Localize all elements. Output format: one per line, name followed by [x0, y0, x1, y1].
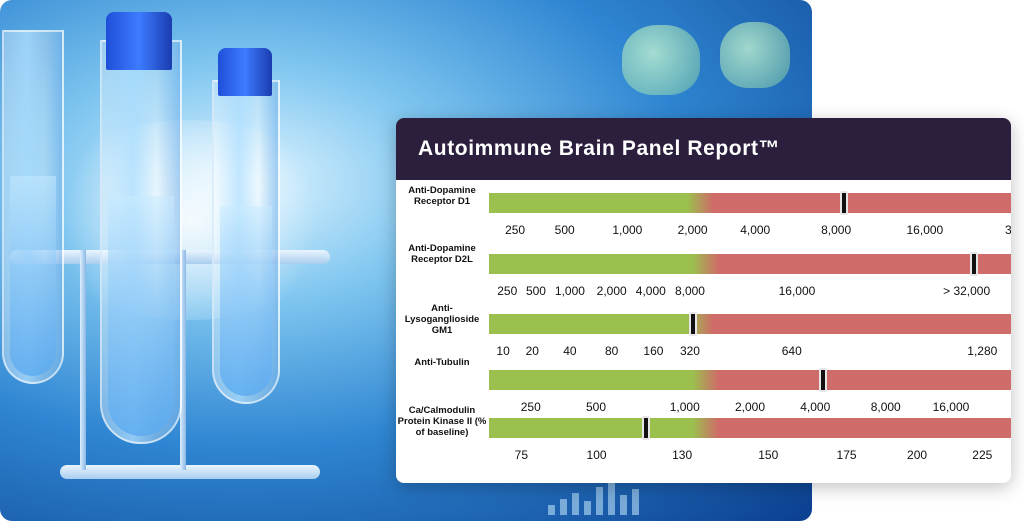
brain-icon [622, 25, 700, 95]
tick-label: 16,000 [906, 223, 944, 237]
tick-label: 640 [781, 344, 802, 358]
tick-label: 16,000 [932, 400, 970, 414]
range-bar [489, 370, 1011, 390]
range-bar [489, 314, 1011, 334]
tick-label: 2,000 [596, 284, 627, 298]
tick-label: 20 [525, 344, 539, 358]
tick-label: 4,000 [800, 400, 831, 414]
light-glow [40, 120, 340, 320]
tube-rack [60, 465, 320, 479]
tick-label: 500 [585, 400, 607, 414]
panel-row: Anti-Lysoganglioside GM1 10 20 40 80 160 320 64… [396, 118, 1011, 358]
tick-label: > 32,000 [943, 284, 991, 298]
tick-label: 1,000 [669, 400, 700, 414]
row-label: Anti-Tubulin [414, 357, 470, 368]
tick-label: 500 [525, 284, 546, 298]
row-label: Anti-Dopamine Receptor D1 [408, 185, 476, 207]
tick-label: 10 [496, 344, 510, 358]
panel-row: Anti-Dopamine Receptor D1 250 500 1,000 2,00… [396, 118, 1011, 237]
row-label: Ca/Calmodulin Protein Kinase II (% of ba… [397, 405, 487, 438]
tick-label: 250 [505, 223, 526, 237]
result-marker [688, 312, 697, 336]
tick-labels: 250 500 1,000 2,000 4,000 8,000 16,000 > 32,000 [489, 284, 1011, 300]
tick-labels: 75 100 130 150 175 200 225 [489, 448, 1011, 464]
tick-label: 130 [672, 448, 693, 462]
rack-rod [180, 250, 186, 470]
tick-label: 500 [554, 223, 575, 237]
tick-label: 200 [907, 448, 928, 462]
tick-label: 1,000 [554, 284, 585, 298]
panel-row: Anti-Tubulin 250 500 1,000 2,000 4,000 8,000 16… [396, 118, 1011, 414]
tick-label: 8,000 [870, 400, 901, 414]
tick-label: 40 [563, 344, 577, 358]
tick-label: 225 [972, 448, 993, 462]
panel-row: Anti-Dopamine Receptor D2L 250 500 1,000 2,0… [396, 118, 1011, 298]
range-bar [489, 254, 1011, 274]
test-tube-center [100, 40, 182, 444]
tick-label: 2,000 [677, 223, 708, 237]
range-bar [489, 418, 1011, 438]
tick-label: 8,000 [674, 284, 705, 298]
tick-label: 2,000 [734, 400, 766, 414]
result-marker [839, 191, 848, 215]
tube-cap [106, 12, 172, 70]
result-marker [641, 416, 650, 440]
tick-label: 250 [497, 284, 518, 298]
tick-label: 16,000 [778, 284, 816, 298]
tick-label: 75 [514, 448, 529, 462]
report-card: Autoimmune Brain Panel Report™ Anti-Dopa… [396, 118, 1011, 483]
decorative-bars [548, 481, 639, 515]
tick-label: 80 [604, 344, 619, 358]
tick-label: 3 [1005, 223, 1011, 237]
test-tube-right [212, 80, 280, 404]
tick-label: 150 [758, 448, 779, 462]
row-label: Anti-Lysoganglioside GM1 [404, 303, 480, 336]
tick-labels: 10 20 40 80 160 320 640 1,280 [489, 344, 1011, 360]
result-marker [970, 252, 979, 276]
tick-label: 250 [520, 400, 541, 414]
tick-labels: 250 500 1,000 2,000 4,000 8,000 16,000 [489, 400, 1011, 416]
range-bar [489, 193, 1011, 213]
tube-cap [218, 48, 272, 96]
tick-label: 4,000 [740, 223, 771, 237]
tick-label: 160 [643, 344, 664, 358]
tick-label: 175 [836, 448, 857, 462]
tick-label: 320 [679, 344, 700, 358]
tick-label: 1,000 [612, 223, 643, 237]
tick-label: 8,000 [821, 223, 852, 237]
tick-label: 100 [586, 448, 607, 462]
tick-labels: 250 500 1,000 2,000 4,000 8,000 16,000 3 [489, 223, 1011, 239]
result-marker [819, 368, 828, 392]
row-label: Anti-Dopamine Receptor D2L [408, 243, 476, 265]
report-title: Autoimmune Brain Panel Report™ [418, 137, 781, 160]
rack-rod [80, 250, 86, 470]
report-header: Autoimmune Brain Panel Report™ [396, 118, 1011, 180]
panel-row: Ca/Calmodulin Protein Kinase II (% of ba… [396, 118, 1011, 462]
brain-icon [720, 22, 790, 88]
tick-label: 4,000 [635, 284, 666, 298]
test-tube-left [2, 30, 64, 384]
tick-label: 1,280 [967, 344, 998, 358]
